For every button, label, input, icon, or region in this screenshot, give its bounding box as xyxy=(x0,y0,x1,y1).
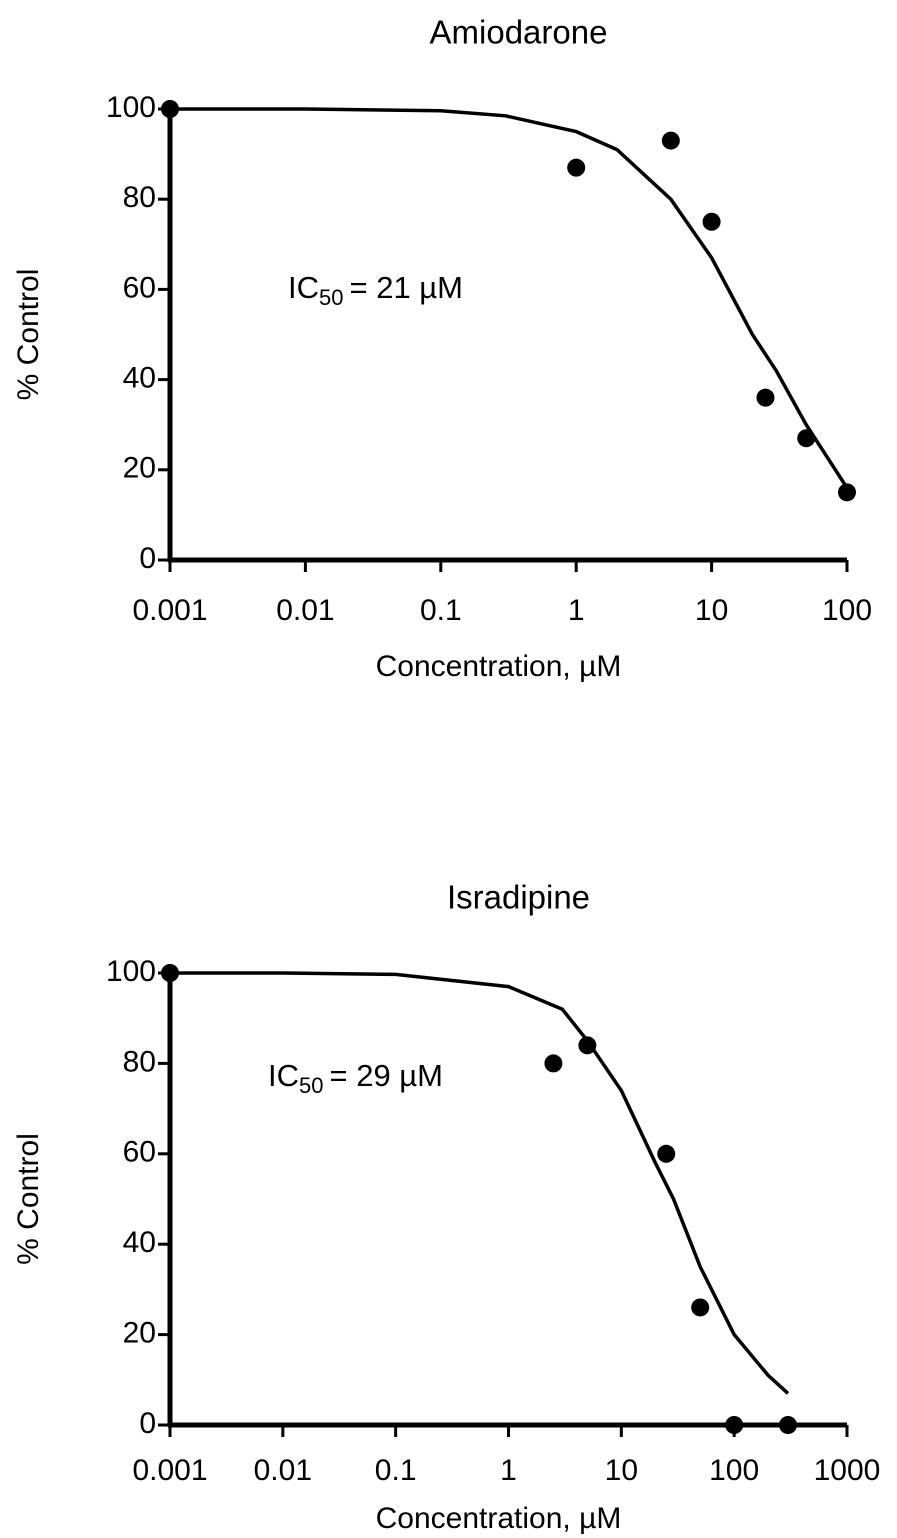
data-point xyxy=(725,1416,744,1434)
annotation-rest: = 29 µM xyxy=(329,1058,443,1093)
y-tick-label: 20 xyxy=(123,1317,156,1350)
x-tick-label: 100 xyxy=(709,1454,759,1487)
y-tick-label: 0 xyxy=(139,1407,156,1440)
data-point xyxy=(779,1416,798,1434)
fit-curve xyxy=(170,107,849,489)
x-tick-label: 0.1 xyxy=(420,594,462,627)
annotation-subscript: 50 xyxy=(299,1073,323,1098)
y-tick-label: 40 xyxy=(123,1226,156,1259)
chart-title: Isradipine xyxy=(447,879,590,916)
data-point xyxy=(702,212,721,231)
data-point xyxy=(838,483,856,502)
y-axis-label: % Control xyxy=(12,1133,45,1265)
y-tick-label: 40 xyxy=(123,362,156,395)
fit-curve xyxy=(170,971,790,1395)
y-tick-label: 60 xyxy=(123,271,156,304)
y-tick-label: 0 xyxy=(139,542,156,575)
data-point xyxy=(797,429,816,448)
annotation-text: IC xyxy=(268,1058,299,1093)
x-axis-label: Concentration, µM xyxy=(376,1502,622,1535)
x-tick-label: 0.001 xyxy=(132,1454,207,1487)
y-tick-label: 100 xyxy=(106,955,156,988)
x-tick-label: 0.1 xyxy=(375,1454,417,1487)
annotation-text: IC xyxy=(288,270,319,305)
data-point xyxy=(691,1298,710,1317)
x-tick-label: 0.01 xyxy=(276,594,334,627)
x-tick-label: 0.001 xyxy=(132,594,207,627)
data-point xyxy=(756,388,775,407)
x-tick-label: 1 xyxy=(500,1454,517,1487)
data-point xyxy=(578,1036,597,1055)
data-point xyxy=(661,131,680,150)
x-tick-label: 10 xyxy=(695,594,728,627)
y-axis-label: % Control xyxy=(12,269,45,401)
annotation-rest: = 21 µM xyxy=(349,270,463,305)
y-tick-label: 20 xyxy=(123,452,156,485)
x-tick-label: 1 xyxy=(568,594,585,627)
x-tick-label: 100 xyxy=(822,594,872,627)
data-point xyxy=(161,100,179,118)
x-axis-label: Concentration, µM xyxy=(376,650,622,683)
annotation: IC50 = 21 µM xyxy=(288,270,463,310)
x-tick-label: 0.01 xyxy=(254,1454,312,1487)
y-tick-label: 80 xyxy=(123,181,156,214)
data-point xyxy=(161,964,179,982)
x-tick-label: 10 xyxy=(605,1454,638,1487)
chart-title: Amiodarone xyxy=(430,14,608,51)
y-tick-label: 80 xyxy=(123,1045,156,1078)
x-tick-label: 1000 xyxy=(814,1454,881,1487)
y-tick-label: 60 xyxy=(123,1136,156,1169)
data-point xyxy=(567,158,586,177)
data-point xyxy=(544,1054,563,1073)
data-point xyxy=(657,1144,676,1163)
annotation: IC50 = 29 µM xyxy=(268,1058,443,1098)
y-tick-label: 100 xyxy=(106,91,156,124)
annotation-subscript: 50 xyxy=(319,285,343,310)
